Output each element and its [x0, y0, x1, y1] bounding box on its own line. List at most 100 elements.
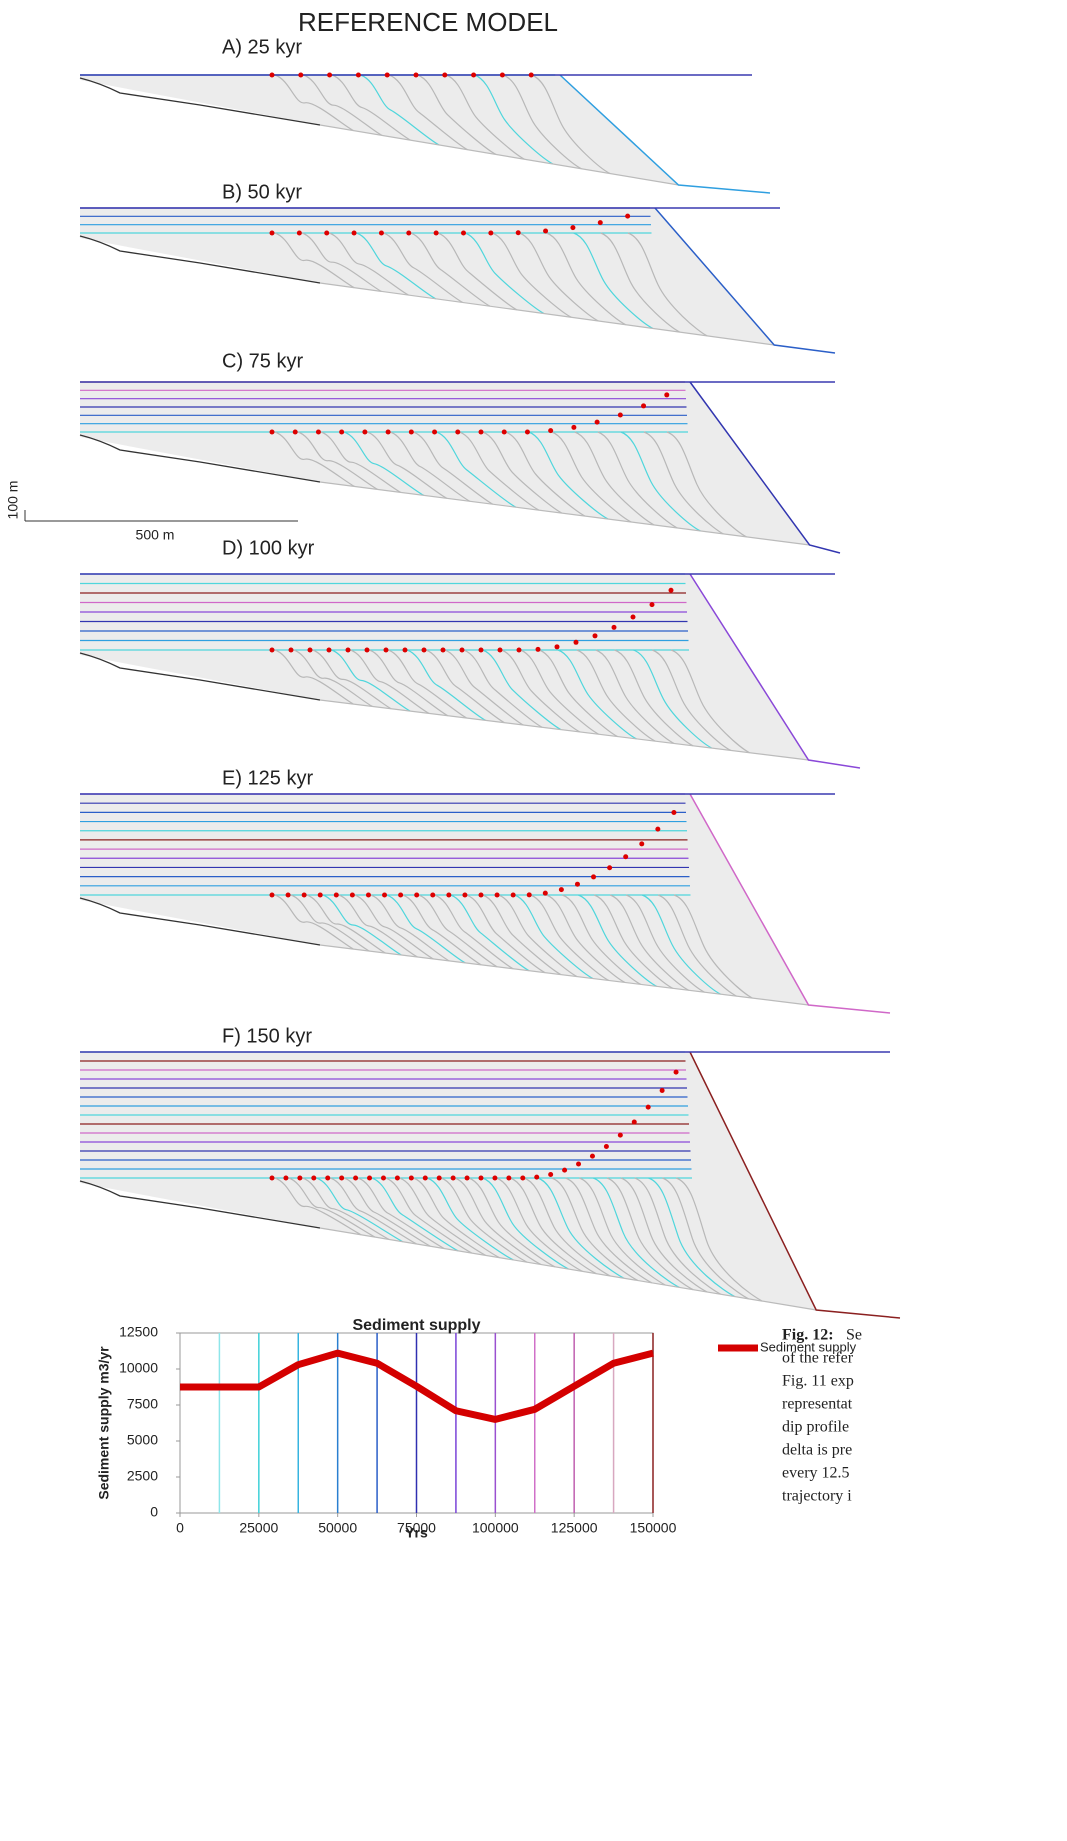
- trajectory-point: [558, 887, 564, 893]
- trajectory-point: [543, 228, 549, 234]
- trajectory-point: [574, 881, 580, 887]
- y-tick-label: 10000: [119, 1360, 158, 1376]
- trajectory-point: [573, 639, 579, 645]
- trajectory-point: [307, 647, 313, 653]
- trajectory-point: [315, 429, 321, 435]
- trajectory-point: [488, 230, 494, 236]
- trajectory-point: [364, 647, 370, 653]
- trajectory-point: [269, 892, 275, 898]
- clinoform: [406, 649, 486, 721]
- clinoform: [436, 431, 517, 508]
- trajectory-point: [269, 647, 275, 653]
- trajectory-point: [664, 392, 670, 398]
- clinoform: [546, 894, 626, 983]
- trajectory-point: [673, 1069, 679, 1075]
- clinoform: [301, 232, 382, 292]
- clinoform: [366, 431, 448, 499]
- clinoform: [538, 649, 618, 738]
- trajectory-point: [528, 72, 534, 78]
- caption-line: dip profile: [782, 1419, 849, 1436]
- clinoform: [537, 1177, 625, 1279]
- clinoform: [551, 1177, 639, 1282]
- panel-label: D) 100 kyr: [222, 537, 315, 559]
- clinoform: [290, 894, 370, 952]
- clinoform: [514, 894, 594, 980]
- clinoform: [343, 431, 424, 496]
- y-tick-label: 12500: [119, 1324, 158, 1340]
- front-slope: [689, 573, 861, 769]
- clinoform: [426, 1177, 514, 1261]
- clinoform: [620, 1177, 708, 1293]
- clinoform: [338, 894, 418, 958]
- clinoform: [466, 894, 546, 974]
- y-tick-label: 5000: [127, 1432, 158, 1448]
- delta-body: [80, 1052, 817, 1310]
- trajectory-point: [571, 424, 577, 430]
- clinoform: [551, 431, 632, 523]
- trajectory-point: [297, 1175, 303, 1181]
- clinoform: [274, 232, 355, 289]
- clinoform: [369, 649, 449, 717]
- chart-title: Sediment supply: [352, 1317, 480, 1334]
- trajectory-point: [269, 72, 275, 78]
- trajectory-point: [524, 429, 530, 435]
- front-slope: [654, 207, 836, 354]
- trajectory-point: [402, 647, 408, 653]
- basin-floor: [319, 124, 679, 186]
- clinoform: [370, 894, 450, 962]
- clinoform: [288, 1177, 376, 1238]
- clinoform: [579, 1177, 666, 1286]
- trajectory-point: [478, 1175, 484, 1181]
- basement: [79, 434, 321, 483]
- clinoform: [303, 74, 383, 136]
- clinoform: [634, 1177, 722, 1295]
- clinoform: [482, 1177, 569, 1270]
- trajectory-point: [384, 72, 390, 78]
- clinoform: [386, 894, 466, 964]
- trajectory-point: [478, 892, 484, 898]
- trajectory-point: [269, 429, 275, 435]
- trajectory-point: [671, 809, 677, 815]
- trajectory-point: [296, 230, 302, 236]
- clinoform: [519, 232, 599, 322]
- trajectory-point: [570, 225, 576, 231]
- trajectory-point: [592, 633, 598, 639]
- trajectory-point: [398, 892, 404, 898]
- clinoform: [274, 431, 355, 487]
- clinoform: [417, 74, 497, 155]
- y-tick-label: 0: [150, 1504, 158, 1520]
- trajectory-point: [461, 230, 466, 236]
- clinoform: [331, 74, 411, 141]
- trajectory-point: [339, 429, 345, 435]
- basement: [79, 897, 321, 946]
- legend-label: Sediment supply: [760, 1339, 857, 1354]
- trajectory-point: [462, 892, 468, 898]
- clinoform: [502, 74, 582, 170]
- clinoform: [675, 1177, 763, 1302]
- trajectory-point: [414, 892, 420, 898]
- clinoform: [302, 1177, 390, 1240]
- clinoform: [673, 894, 753, 999]
- clinoform: [643, 431, 724, 535]
- clinoform: [425, 649, 505, 724]
- trajectory-point: [353, 1175, 359, 1181]
- series-line: [180, 1349, 654, 1423]
- clinoform: [437, 232, 518, 311]
- trajectory-point: [607, 865, 613, 871]
- trajectory-point: [611, 624, 617, 630]
- clinoform: [597, 431, 678, 529]
- clinoform: [316, 1177, 403, 1243]
- trajectory-point: [317, 892, 323, 898]
- y-tick-label: 7500: [127, 1396, 158, 1412]
- clinoform: [320, 431, 401, 493]
- caption-line: delta is pre: [782, 1442, 852, 1459]
- clinoform: [331, 649, 411, 712]
- clinoform: [625, 894, 705, 993]
- trajectory-point: [385, 429, 391, 435]
- trajectory-point: [380, 1175, 386, 1181]
- trajectory-point: [548, 1172, 554, 1177]
- trajectory-point: [326, 647, 332, 653]
- trajectory-point: [478, 429, 484, 435]
